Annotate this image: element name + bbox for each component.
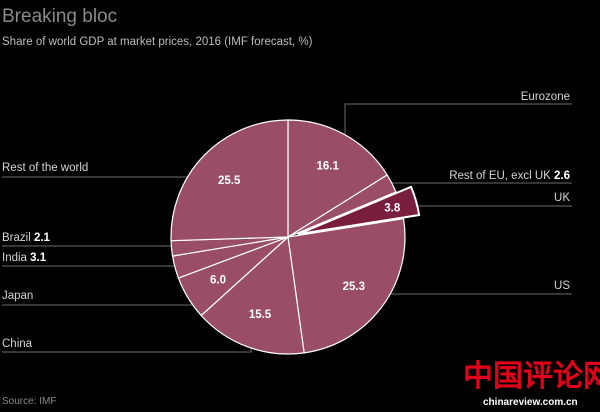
slice-name-labels: Eurozone Rest of EU, excl UK 2.6 UK US China… <box>2 91 570 350</box>
slice-eurozone <box>287 119 389 239</box>
watermark-logo: 中国评论网 chinareview.com.cn <box>460 354 600 412</box>
slice-rest-of-eu-excl-uk <box>287 174 397 238</box>
label-brazil: Brazil 2.1 <box>2 232 51 244</box>
slice-china <box>200 235 305 355</box>
slice-value-labels: 16.1 3.8 25.3 15.5 6.0 25.5 <box>210 160 401 321</box>
label-china: China <box>2 338 33 350</box>
leader-india <box>2 264 185 267</box>
slice-value-rest-of-the-world: 25.5 <box>218 175 241 187</box>
leader-us <box>373 293 572 302</box>
leader-uk <box>405 203 572 207</box>
slice-us <box>287 218 406 354</box>
label-rest-of-eu-excl-uk: Rest of EU, excl UK 2.6 <box>449 170 570 182</box>
slice-value-eurozone: 16.1 <box>316 160 339 172</box>
label-rest-of-the-world: Rest of the world <box>2 162 88 174</box>
slice-value-uk: 3.8 <box>384 202 401 214</box>
slice-uk <box>297 185 421 236</box>
watermark-url: chinareview.com.cn <box>483 397 578 408</box>
label-uk: UK <box>554 192 570 204</box>
slice-value-china: 15.5 <box>249 309 272 321</box>
label-japan: Japan <box>2 290 33 302</box>
leader-eurozone <box>340 103 572 144</box>
slice-value-japan: 6.0 <box>210 275 226 287</box>
label-eurozone: Eurozone <box>521 91 570 103</box>
source-note: Source: IMF <box>2 396 56 407</box>
chart-subtitle: Share of world GDP at market prices, 201… <box>2 36 313 48</box>
label-us: US <box>554 280 570 292</box>
leader-china <box>2 338 252 353</box>
leader-brazil <box>2 245 182 248</box>
watermark-text: 中国评论网 <box>463 359 600 394</box>
chart-title: Breaking bloc <box>2 6 117 27</box>
label-india: India 3.1 <box>2 252 47 264</box>
pie-slices <box>170 119 421 355</box>
slice-rest-of-the-world <box>170 119 289 242</box>
slice-value-us: 25.3 <box>343 281 365 293</box>
